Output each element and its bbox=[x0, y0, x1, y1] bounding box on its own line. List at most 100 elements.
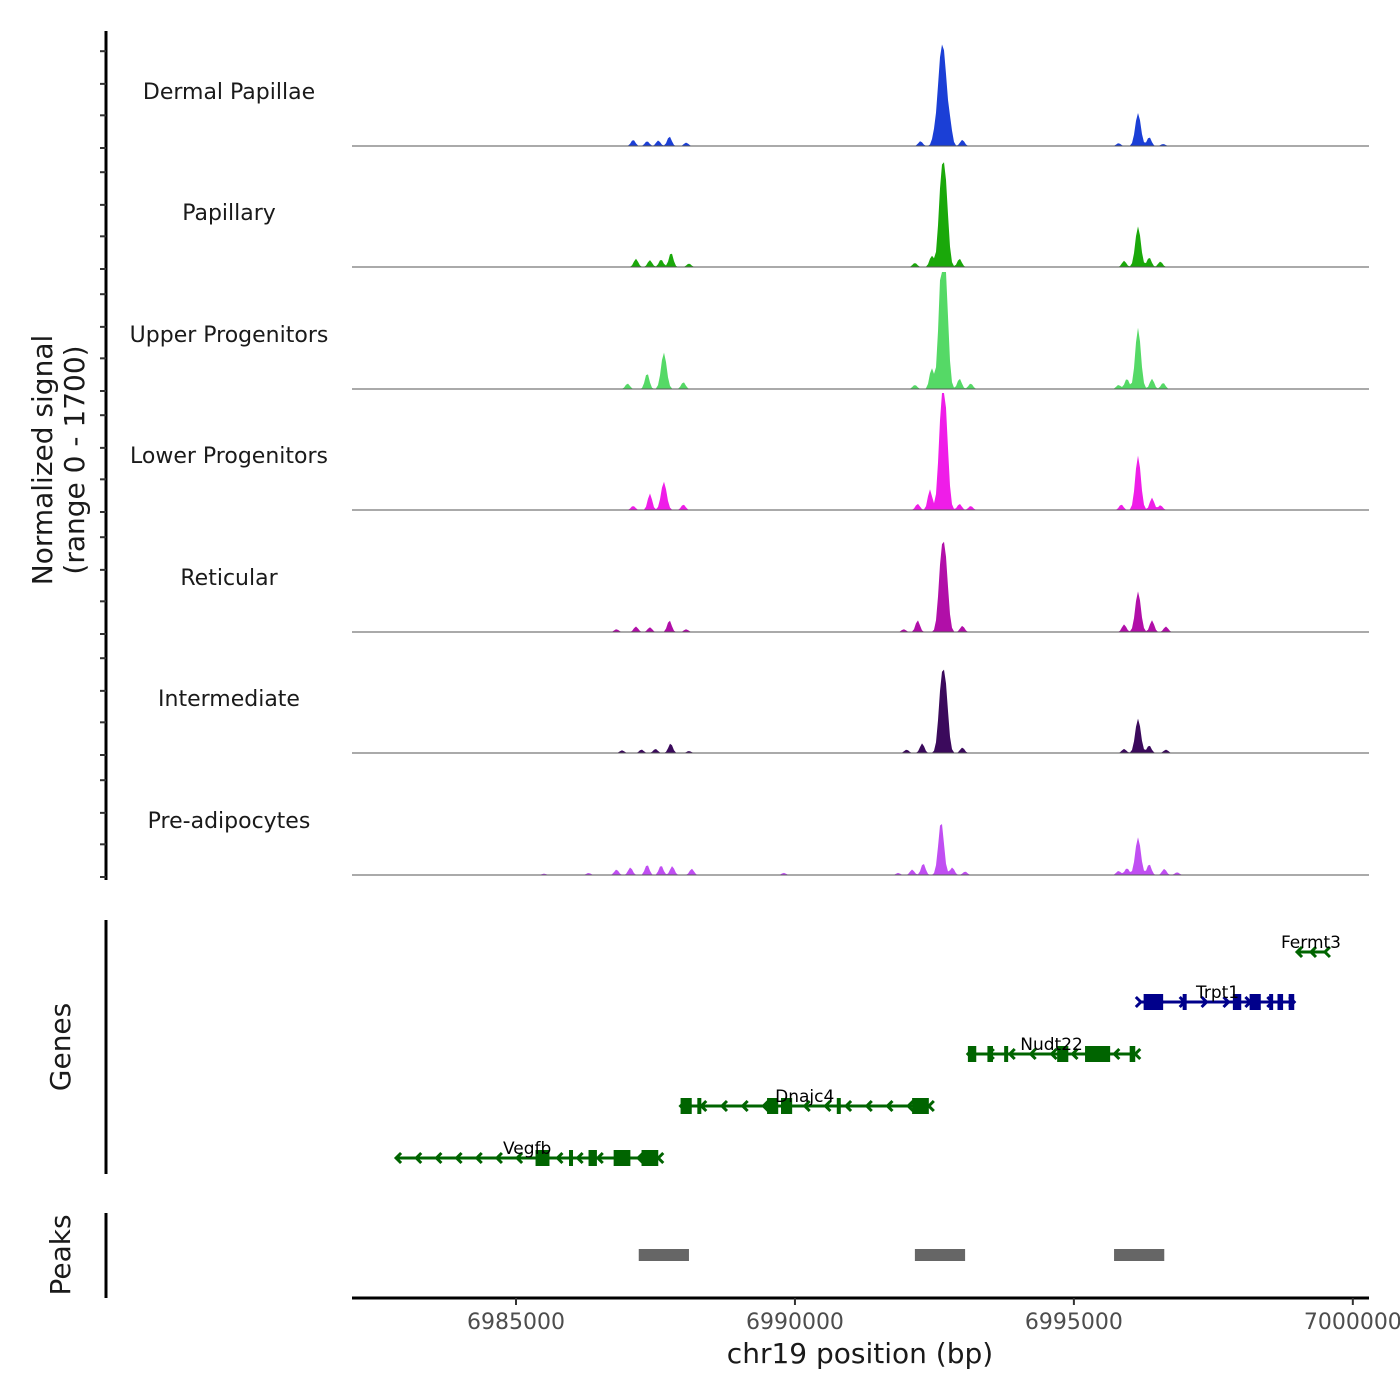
gene-nudt22: Nudt22 bbox=[965, 1035, 1142, 1062]
gene-trpt1: Trpt1 bbox=[1134, 983, 1297, 1010]
strand-arrow bbox=[1222, 995, 1231, 1009]
x-tick-label: 6985000 bbox=[467, 1310, 565, 1335]
strand-arrow bbox=[635, 1151, 645, 1165]
y-axis-title: Normalized signal (range 0 - 1700) bbox=[26, 335, 91, 586]
track-label: Upper Progenitors bbox=[130, 323, 329, 348]
strand-arrow bbox=[414, 1151, 423, 1165]
exon bbox=[1288, 994, 1295, 1010]
track-label: Intermediate bbox=[158, 687, 300, 712]
strand-arrow bbox=[1294, 945, 1304, 959]
strand-arrow bbox=[1007, 1047, 1016, 1061]
strand-arrow bbox=[1134, 995, 1143, 1009]
gene-annotations: Fermt3 Trpt1 Nudt22 Dnajc4 Vegfb bbox=[393, 933, 1341, 1166]
exon bbox=[1277, 994, 1284, 1010]
exon bbox=[987, 1046, 993, 1062]
x-axis-ticks: 6985000 6990000 6995000 7000000 bbox=[467, 1298, 1400, 1335]
gene-label: Nudt22 bbox=[1020, 1035, 1083, 1055]
exon bbox=[1004, 1046, 1009, 1062]
signal-area bbox=[352, 669, 1369, 753]
peak-region bbox=[914, 1249, 966, 1261]
exon bbox=[1269, 994, 1274, 1010]
exon bbox=[912, 1098, 929, 1114]
gene-dnajc4: Dnajc4 bbox=[678, 1087, 935, 1114]
peak-region bbox=[1114, 1249, 1165, 1261]
strand-arrow bbox=[761, 1099, 770, 1113]
track-pre-adipocytes: Pre-adipocytes bbox=[148, 809, 1369, 876]
exon bbox=[641, 1150, 659, 1166]
track-papillary: Papillary bbox=[182, 162, 1369, 268]
strand-arrow bbox=[494, 1151, 503, 1165]
gene-label: Dnajc4 bbox=[775, 1087, 834, 1107]
signal-axis-ticks bbox=[100, 50, 106, 878]
x-tick-label: 7000000 bbox=[1304, 1310, 1400, 1335]
track-reticular: Reticular bbox=[180, 541, 1369, 633]
track-label: Reticular bbox=[180, 566, 278, 591]
strand-arrow bbox=[719, 1099, 729, 1113]
strand-arrow bbox=[823, 1099, 832, 1113]
y-axis-title-line1: Normalized signal bbox=[26, 335, 59, 586]
track-label: Dermal Papillae bbox=[143, 80, 315, 105]
strand-arrow bbox=[885, 1099, 894, 1113]
track-lower-progenitors: Lower Progenitors bbox=[130, 393, 1369, 511]
strand-arrow bbox=[1049, 1047, 1058, 1061]
peak-regions bbox=[638, 1249, 1165, 1261]
genes-track-label: Genes bbox=[44, 1003, 77, 1091]
signal-area bbox=[352, 824, 1369, 875]
strand-arrow bbox=[926, 1099, 935, 1113]
strand-arrow bbox=[474, 1151, 483, 1165]
exon bbox=[1143, 994, 1164, 1010]
exon bbox=[697, 1098, 702, 1114]
exon bbox=[569, 1150, 574, 1166]
track-label: Papillary bbox=[182, 201, 276, 226]
x-tick-label: 6995000 bbox=[1025, 1310, 1123, 1335]
exon bbox=[781, 1098, 793, 1114]
strand-arrow bbox=[843, 1099, 853, 1113]
strand-arrow bbox=[514, 1151, 524, 1165]
exon bbox=[535, 1150, 550, 1166]
exon bbox=[613, 1150, 631, 1166]
exon bbox=[967, 1046, 977, 1062]
exon bbox=[1057, 1046, 1069, 1062]
track-label: Lower Progenitors bbox=[130, 444, 328, 469]
signal-tracks: Dermal Papillae Papillary Upper Progenitor… bbox=[130, 44, 1369, 876]
strand-arrow bbox=[802, 1099, 811, 1113]
signal-area bbox=[352, 272, 1369, 389]
exon bbox=[1182, 994, 1187, 1010]
exon bbox=[836, 1098, 841, 1114]
signal-area bbox=[352, 541, 1369, 632]
peaks-track-label: Peaks bbox=[44, 1214, 77, 1295]
exon bbox=[767, 1098, 779, 1114]
strand-arrow bbox=[740, 1099, 749, 1113]
track-dermal-papillae: Dermal Papillae bbox=[143, 44, 1369, 147]
gene-label: Vegfb bbox=[503, 1139, 551, 1159]
x-axis-title: chr19 position (bp) bbox=[727, 1337, 993, 1370]
exon bbox=[1085, 1046, 1111, 1062]
strand-arrow bbox=[1308, 945, 1318, 959]
strand-arrow bbox=[1028, 1047, 1037, 1061]
strand-arrow bbox=[1322, 945, 1331, 959]
strand-arrow bbox=[393, 1151, 403, 1165]
track-intermediate: Intermediate bbox=[158, 669, 1369, 754]
y-axis-title-line2: (range 0 - 1700) bbox=[58, 345, 91, 574]
strand-arrow bbox=[656, 1151, 665, 1165]
strand-arrow bbox=[555, 1151, 564, 1165]
x-tick-label: 6990000 bbox=[746, 1310, 844, 1335]
signal-area bbox=[352, 44, 1369, 146]
strand-arrow bbox=[595, 1151, 604, 1165]
strand-arrow bbox=[906, 1099, 915, 1113]
strand-arrow bbox=[575, 1151, 584, 1165]
peak-region bbox=[638, 1249, 689, 1261]
exon bbox=[680, 1098, 692, 1114]
strand-arrow bbox=[1133, 1047, 1142, 1061]
track-label: Pre-adipocytes bbox=[148, 809, 311, 834]
signal-area bbox=[352, 393, 1369, 510]
strand-arrow bbox=[454, 1151, 463, 1165]
gene-vegfb: Vegfb bbox=[393, 1139, 665, 1166]
strand-arrow bbox=[1112, 1047, 1121, 1061]
signal-area bbox=[352, 162, 1369, 267]
strand-arrow bbox=[434, 1151, 443, 1165]
strand-arrow bbox=[1200, 995, 1209, 1009]
strand-arrow bbox=[864, 1099, 873, 1113]
gene-fermt3: Fermt3 bbox=[1281, 933, 1341, 959]
